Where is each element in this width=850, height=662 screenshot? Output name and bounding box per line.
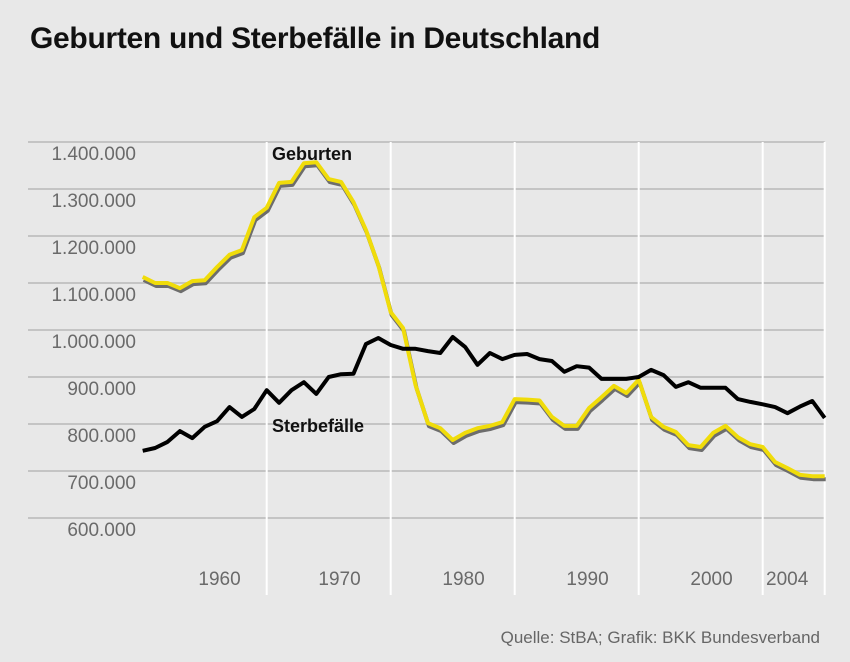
- x-tick-label: 1960: [198, 569, 240, 590]
- x-tick-label: 1990: [566, 569, 608, 590]
- x-tick-label: 2000: [690, 569, 732, 590]
- y-tick-label: 1.300.000: [51, 191, 136, 212]
- deaths-line: [142, 335, 827, 453]
- source-note: Quelle: StBA; Grafik: BKK Bundesverband: [500, 628, 820, 647]
- y-tick-label: 1.400.000: [51, 144, 136, 165]
- y-tick-label: 1.200.000: [51, 238, 136, 259]
- chart-title: Geburten und Sterbefälle in Deutschland: [30, 22, 601, 55]
- y-tick-label: 1.000.000: [51, 332, 136, 353]
- x-tick-label: 1980: [442, 569, 484, 590]
- y-tick-label: 700.000: [67, 473, 136, 494]
- x-tick-label: 2004: [766, 569, 809, 590]
- series-label-births: Geburten: [272, 144, 352, 164]
- series-label-deaths: Sterbefälle: [272, 416, 364, 436]
- y-tick-label: 600.000: [67, 520, 136, 541]
- y-tick-label: 900.000: [67, 379, 136, 400]
- births-line: [141, 160, 825, 479]
- y-tick-label: 1.100.000: [51, 285, 136, 306]
- y-tick-label: 800.000: [67, 426, 136, 447]
- births-line-shadow: [142, 163, 826, 482]
- x-tick-label: 1970: [318, 569, 360, 590]
